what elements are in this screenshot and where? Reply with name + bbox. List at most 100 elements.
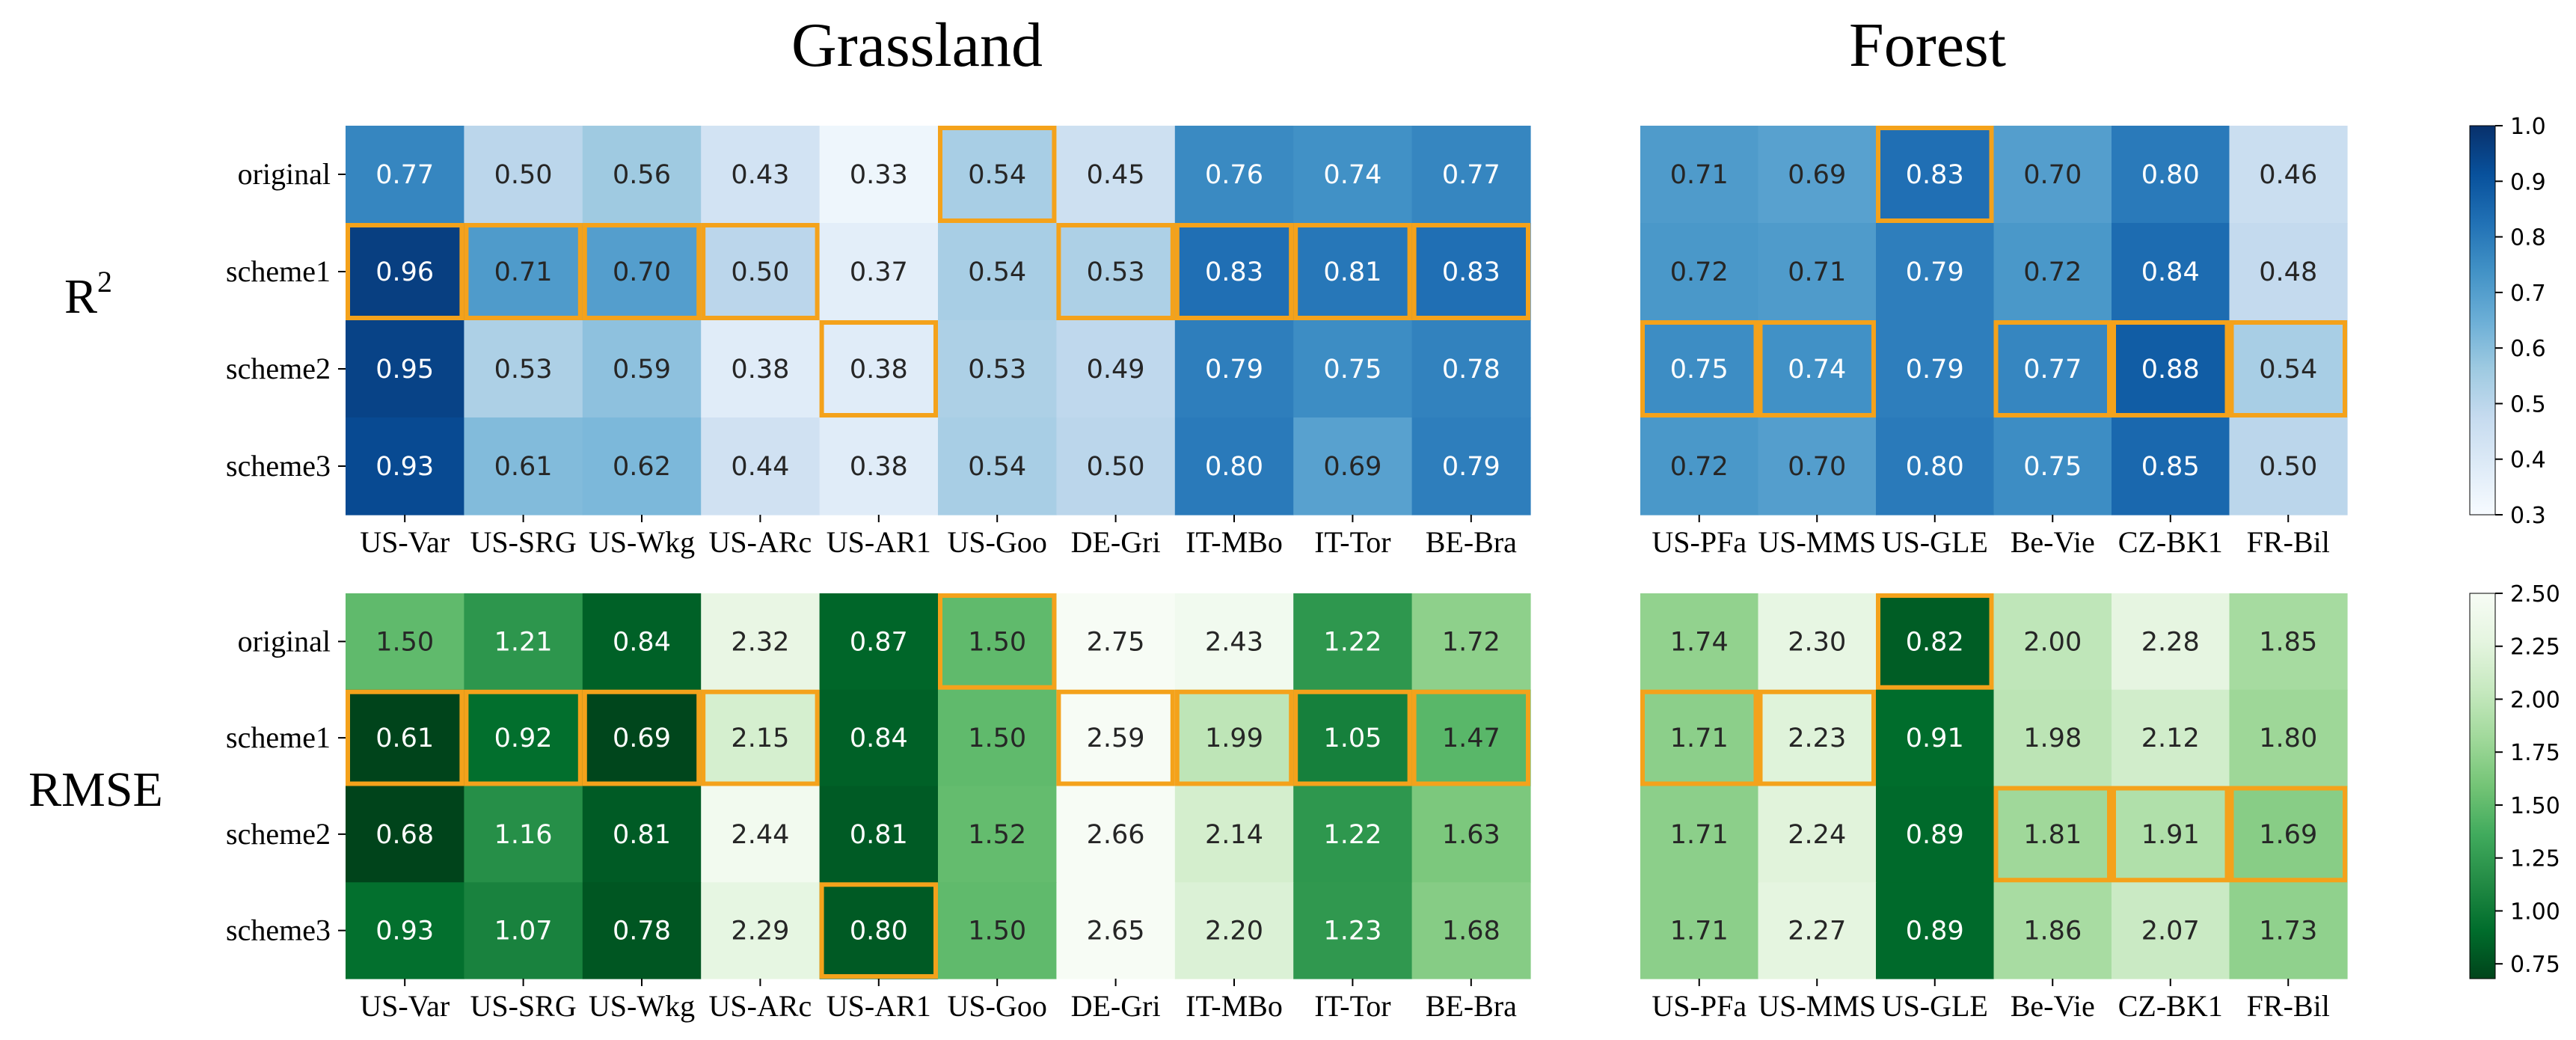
r2-grassland-cell-value: 0.74 (1323, 160, 1381, 190)
rmse-grassland-best-highlight (819, 882, 938, 979)
rmse-grassland-cell (701, 786, 821, 883)
r2-grassland-cell-value: 0.79 (1205, 355, 1263, 385)
rmse-forest-cell-value: 2.07 (2141, 917, 2200, 946)
rmse-forest-cell-value: 1.71 (1670, 917, 1729, 946)
rmse-grassland-column-label: BE-Bra (1426, 989, 1517, 1023)
r2-forest-cell-value: 0.48 (2259, 257, 2317, 287)
rmse-grassland-cell-value: 0.81 (613, 820, 671, 850)
rmse-grassland-cell (938, 882, 1057, 979)
rmse-grassland-cell (582, 689, 702, 787)
rmse-grassland-cell-value: 2.29 (731, 917, 789, 946)
rmse-grassland-cell (464, 593, 583, 691)
r2-grassland-cell (582, 320, 702, 418)
r2-forest-cell-value: 0.69 (1788, 160, 1846, 190)
rmse-grassland-cell-value: 0.87 (850, 627, 908, 657)
r2-forest-cell (2112, 320, 2230, 418)
rmse-grassland-best-highlight (464, 689, 583, 786)
rmse-grassland-cell (346, 689, 464, 787)
rmse-grassland-cell (1056, 689, 1176, 787)
r2-forest-cell (1640, 223, 1759, 321)
rmse-forest-cell (2112, 593, 2230, 691)
heatmap-r2-forest: 0.71 0.69 0.83 0.70 0.80 0.46 0.72 0.71 0.79 0.72… (1640, 126, 2348, 559)
r2-forest-cell-value: 0.75 (1670, 355, 1729, 385)
r2-grassland-cell-value: 0.69 (1323, 452, 1381, 482)
rmse-grassland-cell-value: 0.61 (375, 724, 434, 753)
rmse-forest-cell-value: 0.89 (1906, 917, 1964, 946)
r2-grassland-cell (938, 223, 1057, 321)
rmse-grassland-cell (464, 689, 583, 787)
rmse-forest-cell (1640, 882, 1759, 979)
r2-forest-cell-value: 0.71 (1670, 160, 1729, 190)
rmse-grassland-cell-value: 1.21 (494, 627, 553, 657)
colorbar-r2: 1.0 0.9 0.8 0.7 0.6 0.5 0.4 0.3 (2469, 114, 2546, 529)
r2-forest-cell (1758, 126, 1877, 224)
rmse-grassland-cell-value: 1.16 (494, 820, 553, 850)
rmse-forest-cell-value: 1.73 (2259, 917, 2317, 946)
rmse-grassland-cell-value: 1.63 (1442, 820, 1500, 850)
rmse-grassland-cell (582, 882, 702, 979)
r2-grassland-cell-value: 0.59 (613, 355, 671, 385)
rmse-grassland-cell-value: 2.75 (1087, 627, 1145, 657)
rmse-grassland-cell-value: 1.50 (375, 627, 434, 657)
rmse-metric-label: RMSE (28, 762, 163, 817)
r2-grassland-cell (1056, 126, 1176, 224)
rmse-forest-cell-value: 1.80 (2259, 724, 2317, 753)
rmse-grassland-cell (1411, 689, 1531, 787)
r2-forest-cell-value: 0.46 (2259, 160, 2317, 190)
r2-grassland-column-label: US-Var (360, 525, 450, 559)
colorbar-rmse-tick-label: 1.00 (2510, 899, 2560, 925)
rmse-forest-column-label: CZ-BK1 (2118, 989, 2223, 1023)
colorbar-rmse-tick-label: 1.50 (2510, 793, 2560, 819)
r2-grassland-column-label: BE-Bra (1426, 525, 1517, 559)
rmse-forest-cell-value: 1.71 (1670, 820, 1729, 850)
rmse-grassland-cell-value: 0.68 (375, 820, 434, 850)
r2-grassland-column-label: US-AR1 (827, 525, 931, 559)
r2-grassland-cell-value: 0.78 (1442, 355, 1500, 385)
rmse-grassland-cell-value: 2.15 (731, 724, 789, 753)
r2-grassland-cell-value: 0.56 (613, 160, 671, 190)
rmse-forest-cell (2112, 689, 2230, 787)
r2-grassland-cell (1293, 320, 1413, 418)
r2-forest-cell (1993, 223, 2112, 321)
rmse-grassland-cell-value: 2.32 (731, 627, 789, 657)
r2-grassland-cell (346, 320, 464, 418)
r2-grassland-cell (1411, 320, 1531, 418)
colorbar-rmse-tick-label: 2.00 (2510, 687, 2560, 713)
rmse-grassland-cell-value: 2.14 (1205, 820, 1263, 850)
rmse-grassland-cell (938, 786, 1057, 883)
rmse-forest-cell-value: 1.69 (2259, 820, 2317, 850)
rmse-forest-cell-value: 1.71 (1670, 724, 1729, 753)
r2-grassland-best-highlight (1174, 223, 1294, 320)
rmse-grassland-cell (464, 786, 583, 883)
r2-grassland-column-label: US-Wkg (589, 525, 695, 559)
r2-grassland-cell (1174, 223, 1294, 321)
r2-forest-best-highlight (1993, 320, 2112, 417)
r2-grassland-best-highlight (819, 320, 938, 417)
rmse-grassland-best-highlight (346, 689, 464, 786)
rmse-grassland-column-label: US-AR1 (827, 989, 931, 1023)
r2-forest-cell (1993, 417, 2112, 516)
r2-grassland-cell-value: 0.33 (850, 160, 908, 190)
r2-forest-cell (1758, 417, 1877, 516)
rmse-grassland-cell-value: 1.72 (1442, 627, 1500, 657)
rmse-forest-cell-value: 1.81 (2023, 820, 2082, 850)
r2-grassland-cell-value: 0.81 (1323, 257, 1381, 287)
r2-grassland-cell-value: 0.50 (494, 160, 553, 190)
rmse-grassland-cell-value: 2.43 (1205, 627, 1263, 657)
r2-forest-cell (1993, 320, 2112, 418)
colorbar-rmse-tick-label: 2.25 (2510, 634, 2560, 661)
colorbar-r2-tick-label: 0.7 (2510, 281, 2546, 307)
r2-forest-cell-value: 0.77 (2023, 355, 2082, 385)
heatmap-rmse-grassland: 1.50 1.21 0.84 2.32 0.87 1.50 2.75 2.43 1.22 1.72… (226, 593, 1531, 1023)
rmse-forest-cell-value: 2.28 (2141, 627, 2200, 657)
rmse-grassland-cell-value: 0.78 (613, 917, 671, 946)
rmse-grassland-cell-value: 2.44 (731, 820, 789, 850)
rmse-forest-best-highlight (1876, 593, 1994, 690)
rmse-forest-column-label: US-PFa (1652, 989, 1747, 1023)
r2-grassland-best-highlight (701, 223, 820, 320)
colorbar-rmse-tick-label: 1.75 (2510, 740, 2560, 766)
rmse-forest-column-label: US-MMS (1758, 989, 1876, 1023)
r2-forest-best-highlight (1876, 126, 1994, 223)
r2-forest-column-label: US-GLE (1882, 525, 1988, 559)
r2-forest-cell (2112, 417, 2230, 516)
